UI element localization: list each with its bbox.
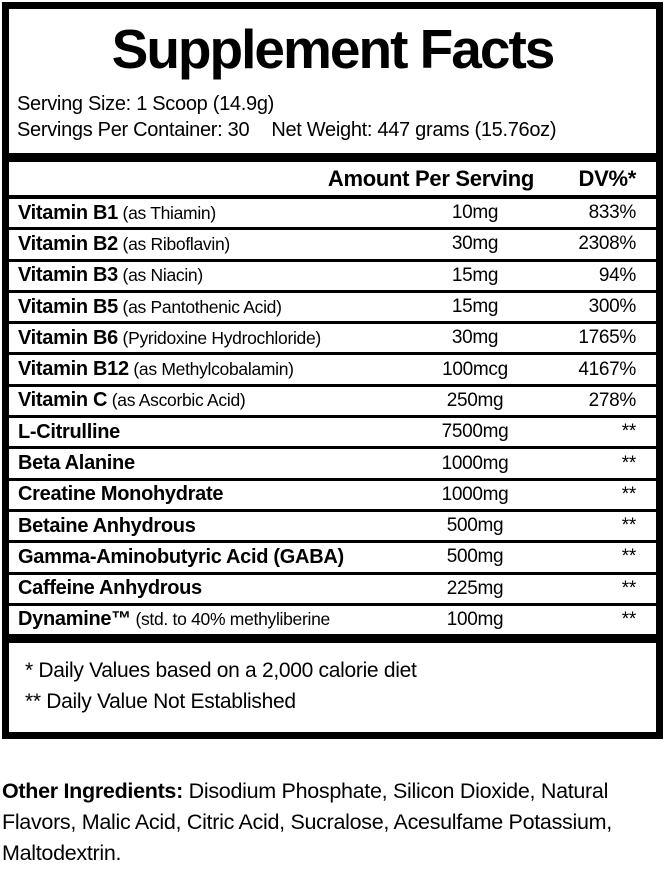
ingredient-amount: 100mg [446,608,504,630]
ingredient-detail: (Pyridoxine Hydrochloride) [118,327,322,348]
ingredient-dv: 278% [588,389,637,411]
fact-row: Dynamine™ (std. to 40% methyliberine 100m… [9,606,656,634]
panel-title: Supplement Facts [111,18,556,80]
ingredient-amount: 500mg [446,546,504,568]
ingredient-amount: 500mg [446,515,504,537]
header-top-bar [9,153,656,162]
ingredient-amount: 1000mg [441,452,509,474]
ingredient-name: Gamma-Aminobutyric Acid (GABA) [18,545,344,568]
ingredient-amount: 15mg [451,296,499,318]
fact-row: Vitamin B12 (as Methylcobalamin) 100mcg 41… [9,355,656,387]
footnote-daily-values: * Daily Values based on a 2,000 calorie … [25,658,417,682]
ingredient-detail: (std. to 40% methyliberine [130,609,330,630]
ingredient-amount: 30mg [451,327,499,349]
fact-row: L-Citrulline 7500mg ** [9,418,656,450]
supplement-facts-panel: Supplement Facts Serving Size: 1 Scoop (… [2,2,663,739]
ingredient-name: Vitamin B3 (as Niacin) [18,264,204,287]
other-ingredients-text: Disodium Phosphate, Silicon Dioxide, Nat… [2,779,612,865]
ingredient-amount: 10mg [451,202,499,224]
servings-per-container: Servings Per Container: 30 [17,119,250,141]
ingredient-dv: ** [621,515,637,537]
ingredient-dv: ** [621,577,637,599]
ingredient-amount: 15mg [451,264,499,286]
ingredient-dv: 300% [588,296,637,318]
fact-row: Betaine Anhydrous 500mg ** [9,512,656,544]
fact-row: Vitamin B3 (as Niacin) 15mg 94% [9,262,656,293]
fact-row: Vitamin C (as Ascorbic Acid) 250mg 278% [9,387,656,419]
ingredient-name: Vitamin B1 (as Thiamin) [18,201,217,224]
ingredient-dv: ** [621,608,637,630]
other-ingredients-label: Other Ingredients: [2,779,183,803]
table-header-row: Amount Per Serving DV%* [9,162,656,199]
ingredient-detail: (as Ascorbic Acid) [107,390,246,411]
ingredient-name: Beta Alanine [18,452,135,475]
facts-rows: Vitamin B1 (as Thiamin) 10mg 833% Vitamin B… [9,199,656,634]
serving-info: Serving Size: 1 Scoop (14.9g) Servings P… [9,89,656,153]
ingredient-dv: ** [621,546,637,568]
ingredient-detail: (as Thiamin) [118,202,217,223]
ingredient-amount: 1000mg [441,483,509,505]
amount-per-serving-header: Amount Per Serving [327,165,534,191]
ingredient-amount: 250mg [446,389,504,411]
footnote-not-established: ** Daily Value Not Established [25,689,296,713]
ingredient-dv: ** [621,421,637,443]
ingredient-amount: 30mg [451,233,499,255]
fact-row: Vitamin B1 (as Thiamin) 10mg 833% [9,199,656,231]
ingredient-name: Vitamin B5 (as Pantothenic Acid) [18,295,282,318]
ingredient-dv: 4167% [578,358,636,380]
fact-row: Creatine Monohydrate 1000mg ** [9,481,656,512]
ingredient-detail: (as Niacin) [118,265,204,286]
ingredient-name: Vitamin B12 (as Methylcobalamin) [18,358,294,381]
ingredient-detail: (as Pantothenic Acid) [118,296,282,317]
ingredient-name: Caffeine Anhydrous [18,577,202,600]
footnote-top-bar [9,633,656,643]
fact-row: Vitamin B6 (Pyridoxine Hydrochloride) 30m… [9,324,656,356]
ingredient-dv: ** [621,452,637,474]
dv-percent-header: DV%* [578,165,637,191]
ingredient-amount: 225mg [446,577,504,599]
fact-row: Beta Alanine 1000mg ** [9,449,656,481]
ingredient-name: Vitamin B2 (as Riboflavin) [18,232,231,255]
ingredient-dv: 94% [598,264,636,286]
ingredient-dv: 833% [588,202,637,224]
other-ingredients: Other Ingredients: Disodium Phosphate, S… [2,776,662,869]
ingredient-amount: 7500mg [441,421,509,443]
fact-row: Vitamin B5 (as Pantothenic Acid) 15mg 300% [9,293,656,325]
ingredient-amount: 100mcg [442,358,508,380]
ingredient-name: L-Citrulline [18,420,120,443]
ingredient-name: Betaine Anhydrous [18,514,196,537]
ingredient-dv: ** [621,483,637,505]
ingredient-name: Creatine Monohydrate [18,483,224,506]
net-weight: Net Weight: 447 grams (15.76oz) [271,119,557,141]
fact-row: Vitamin B2 (as Riboflavin) 30mg 2308% [9,230,656,262]
ingredient-dv: 1765% [578,327,636,349]
footnotes: * Daily Values based on a 2,000 calorie … [9,643,656,717]
ingredient-detail: (as Riboflavin) [118,233,231,254]
ingredient-name: Vitamin C (as Ascorbic Acid) [18,389,246,412]
fact-row: Gamma-Aminobutyric Acid (GABA) 500mg ** [9,543,656,575]
servings-netweight-line: Servings Per Container: 30 Net Weight: 44… [17,117,648,143]
ingredient-name: Vitamin B6 (Pyridoxine Hydrochloride) [18,326,322,349]
ingredient-name: Dynamine™ (std. to 40% methyliberine [18,608,330,631]
fact-row: Caffeine Anhydrous 225mg ** [9,575,656,606]
ingredient-detail: (as Methylcobalamin) [128,359,294,380]
serving-size-line: Serving Size: 1 Scoop (14.9g) [17,93,275,115]
ingredient-dv: 2308% [578,233,636,255]
